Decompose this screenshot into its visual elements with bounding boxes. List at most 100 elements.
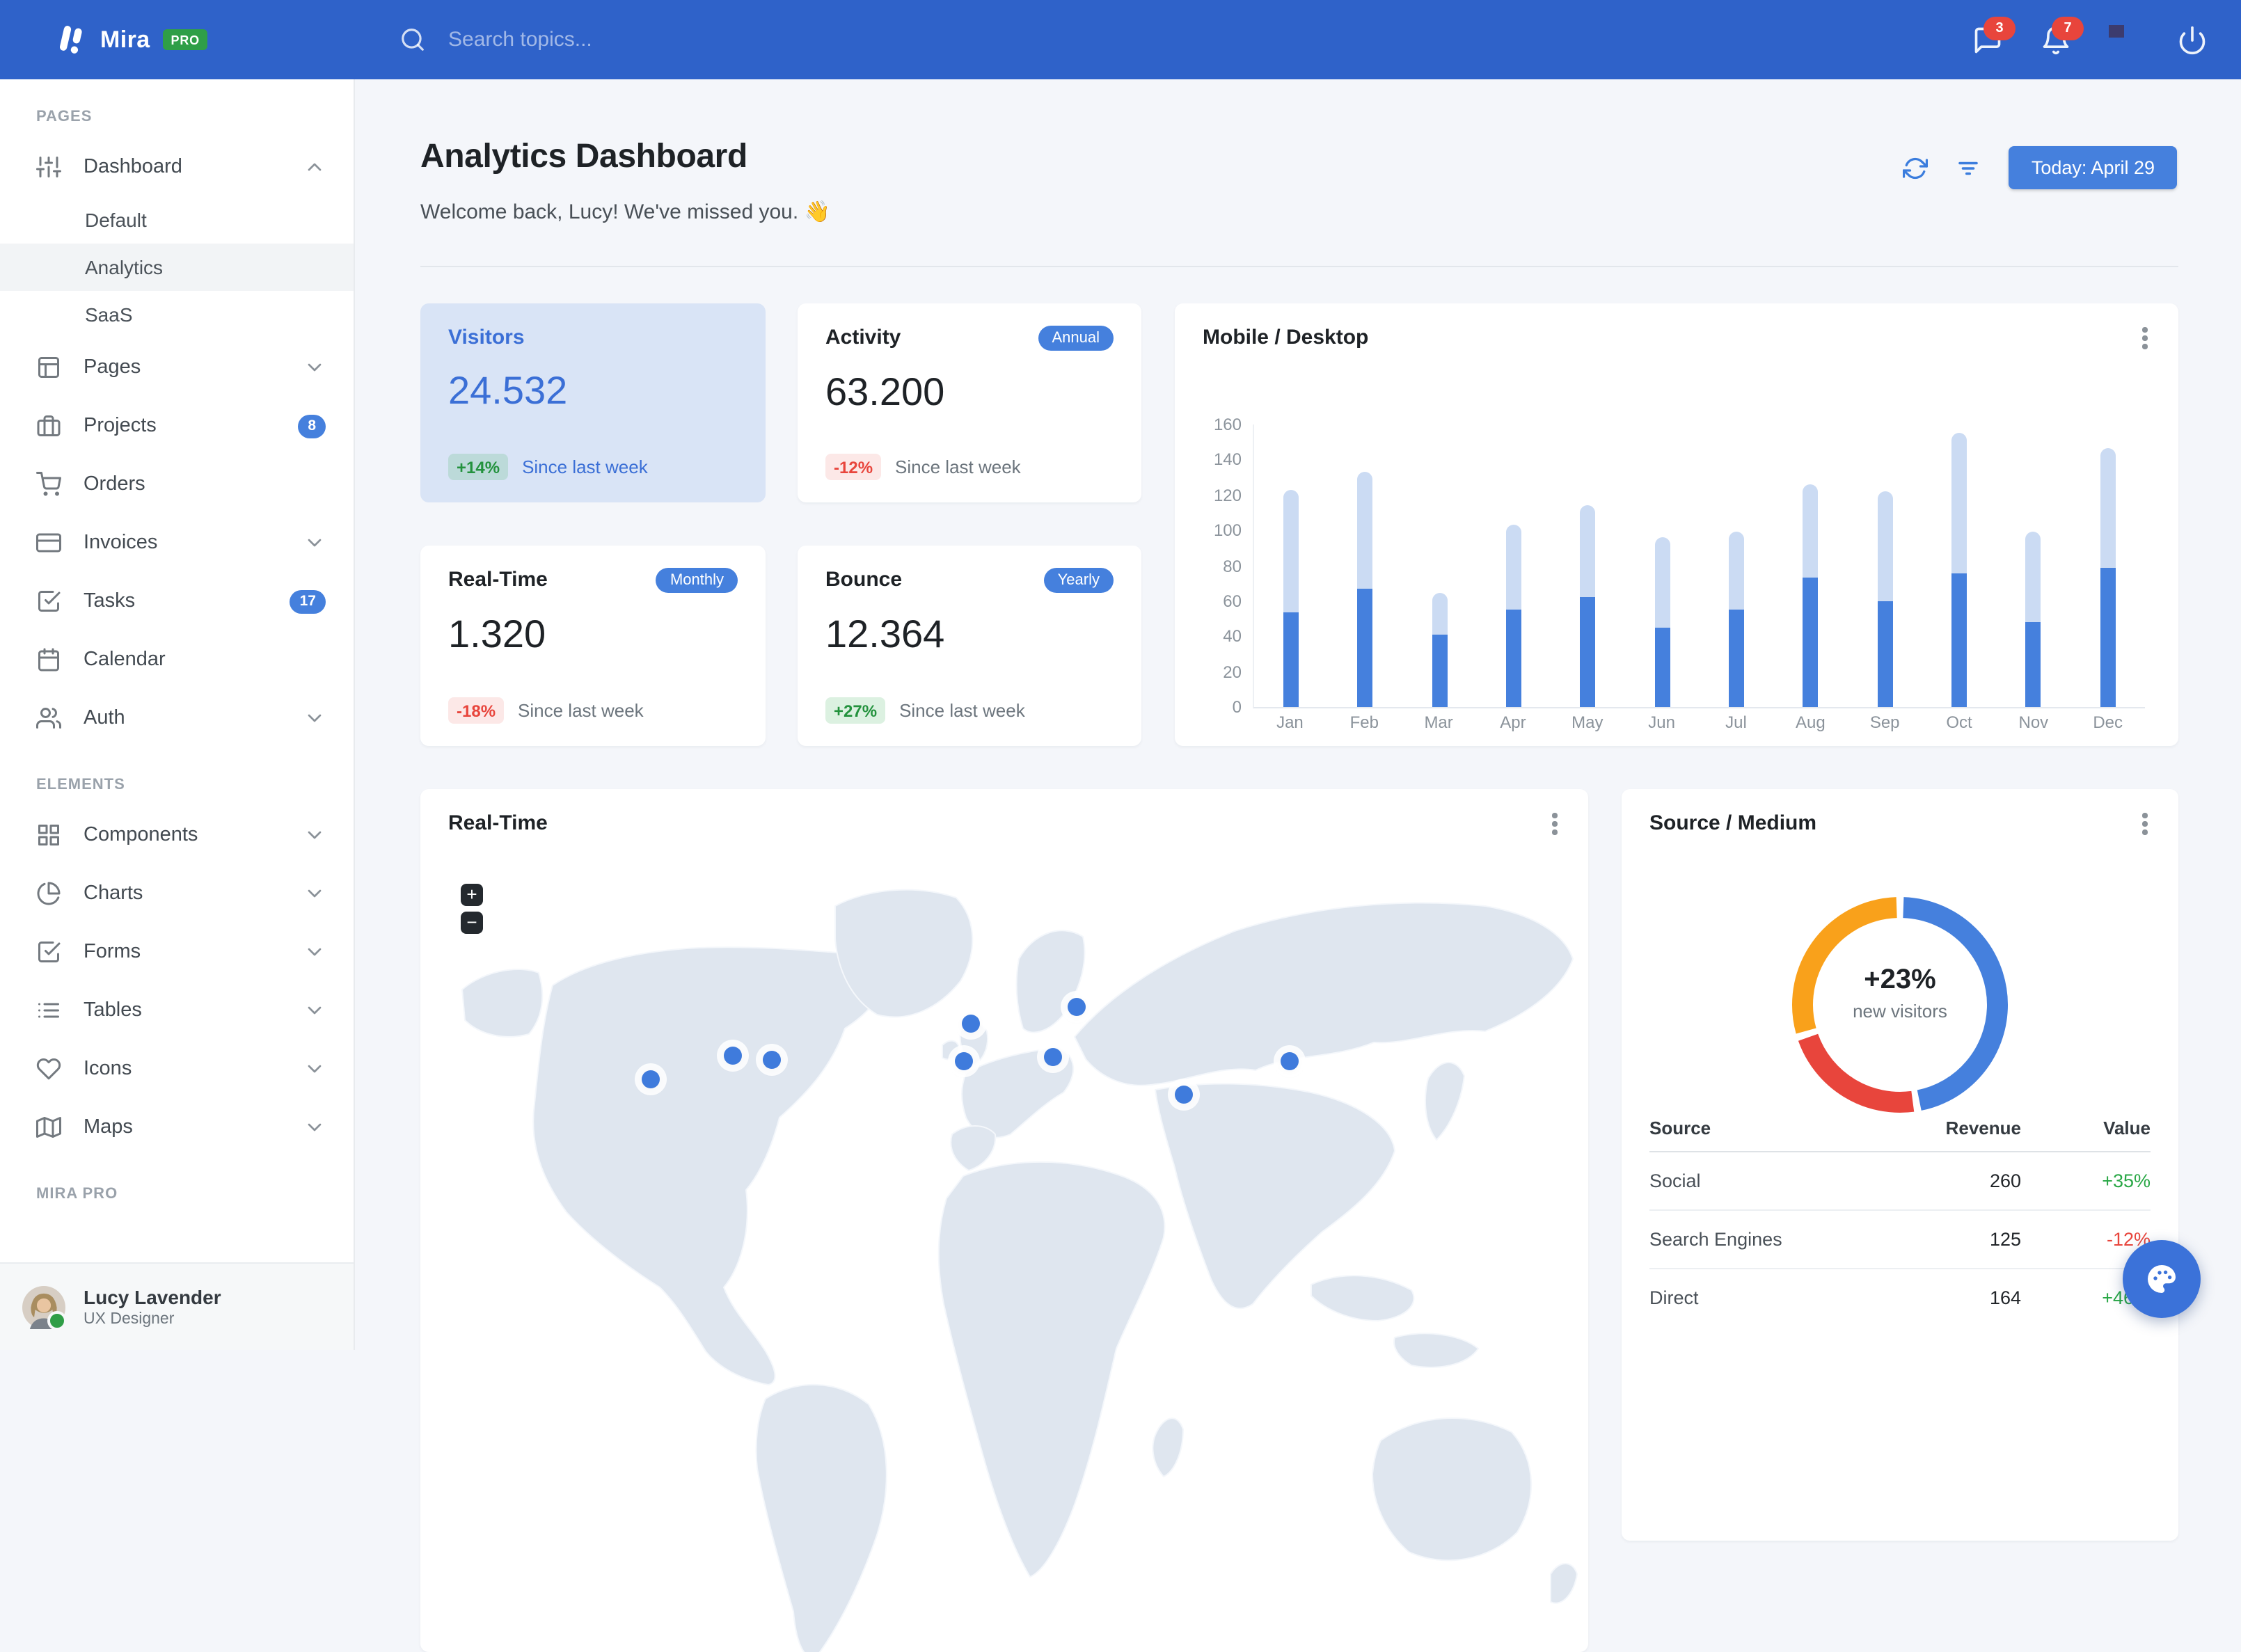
heart-icon xyxy=(36,1056,61,1081)
stat-card-real-time: Real-Time Monthly 1.320 -18% Since last week xyxy=(420,546,766,746)
sidebar-item-forms[interactable]: Forms xyxy=(0,923,354,981)
list-icon xyxy=(36,998,61,1023)
sidebar-item-auth[interactable]: Auth xyxy=(0,689,354,747)
x-axis-label: Oct xyxy=(1946,713,1972,732)
desktop-segment xyxy=(2025,532,2041,623)
refresh-button[interactable] xyxy=(1903,155,1929,180)
pie-chart-icon xyxy=(36,881,61,906)
stat-card-bounce: Bounce Yearly 12.364 +27% Since last week xyxy=(798,546,1141,746)
sidebar-item-projects[interactable]: Projects 8 xyxy=(0,397,354,455)
sidebar-item-label: Pages xyxy=(84,356,141,379)
mobile-segment xyxy=(1803,578,1819,707)
theme-settings-fab[interactable] xyxy=(2123,1240,2201,1318)
sidebar-item-label: Forms xyxy=(84,941,141,963)
chart-menu-button[interactable] xyxy=(2134,323,2156,354)
map-visitor-dot-1[interactable] xyxy=(641,1070,659,1088)
search-bar[interactable] xyxy=(399,26,1972,53)
layout-icon xyxy=(36,355,61,380)
credit-card-icon xyxy=(36,530,61,555)
stat-note: Since last week xyxy=(522,456,648,477)
notifications-button[interactable]: 7 xyxy=(2041,16,2084,55)
mobile-segment xyxy=(1432,634,1448,707)
stat-period-badge[interactable]: Yearly xyxy=(1043,568,1114,593)
sidebar-item-label: Auth xyxy=(84,707,125,729)
source-table-row-social: Social 260 +35% xyxy=(1649,1152,2151,1211)
map-zoom-out-button[interactable]: − xyxy=(461,912,483,934)
sidebar-item-tables[interactable]: Tables xyxy=(0,981,354,1040)
x-axis-label: Dec xyxy=(2093,713,2123,732)
mobile-segment xyxy=(1580,597,1596,707)
header-actions: Today: April 29 xyxy=(1903,146,2177,189)
donut-center-value: +23% xyxy=(1864,964,1936,995)
sign-out-button[interactable] xyxy=(2177,24,2208,55)
x-axis-label: Mar xyxy=(1424,713,1453,732)
map-visitor-dot-2[interactable] xyxy=(723,1046,741,1064)
chart-title: Mobile / Desktop xyxy=(1203,326,1369,349)
avatar xyxy=(22,1285,67,1330)
stat-card-visitors: Visitors 24.532 +14% Since last week xyxy=(420,303,766,502)
sidebar: PAGES Dashboard Default Analytics SaaS Pages P… xyxy=(0,79,355,1350)
x-axis-label: Jul xyxy=(1725,713,1747,732)
bar-column-oct xyxy=(1922,424,1997,707)
app: Mira PRO 3 7 PAGE xyxy=(0,0,2241,1350)
sidebar-item-maps[interactable]: Maps xyxy=(0,1098,354,1157)
world-map[interactable] xyxy=(420,825,1588,1652)
chevron-down-icon xyxy=(303,941,326,963)
bar-column-jan xyxy=(1254,424,1329,707)
bar-column-nov xyxy=(1997,424,2071,707)
sidebar-user[interactable]: Lucy Lavender UX Designer xyxy=(0,1262,354,1350)
header-divider xyxy=(420,266,2178,267)
map-visitor-dot-3[interactable] xyxy=(762,1050,780,1068)
x-axis-label: Apr xyxy=(1500,713,1526,732)
messages-button[interactable]: 3 xyxy=(1972,16,2016,55)
map-visitor-dot-5[interactable] xyxy=(954,1051,972,1070)
search-input[interactable] xyxy=(445,26,869,53)
bar-column-jun xyxy=(1625,424,1700,707)
check-square-icon xyxy=(36,589,61,614)
sidebar-subitem-saas[interactable]: SaaS xyxy=(85,303,133,326)
sidebar-subitem-analytics[interactable]: Analytics xyxy=(0,244,354,291)
map-title: Real-Time xyxy=(448,811,548,835)
desktop-segment xyxy=(1654,537,1670,628)
brand[interactable]: Mira PRO xyxy=(0,24,354,56)
map-visitor-dot-8[interactable] xyxy=(1174,1085,1192,1103)
map-visitor-dot-4[interactable] xyxy=(961,1014,979,1032)
map-visitor-dot-7[interactable] xyxy=(1067,997,1085,1015)
mira-logo-icon xyxy=(56,24,88,56)
calendar-icon xyxy=(36,647,61,672)
bar-column-apr xyxy=(1477,424,1551,707)
filter-button[interactable] xyxy=(1956,155,1981,180)
map-icon xyxy=(36,1115,61,1140)
sidebar-item-components[interactable]: Components xyxy=(0,806,354,864)
sidebar-subitem-default[interactable]: Default xyxy=(85,209,147,231)
language-button[interactable] xyxy=(2109,24,2139,55)
search-icon xyxy=(399,26,426,53)
sidebar-item-label: Tables xyxy=(84,999,142,1022)
donut-chart xyxy=(1782,887,2018,1123)
stat-note: Since last week xyxy=(895,456,1021,477)
source-menu-button[interactable] xyxy=(2134,809,2156,839)
sidebar-item-tasks[interactable]: Tasks 17 xyxy=(0,572,354,630)
sidebar-item-label: Maps xyxy=(84,1116,133,1138)
donut-center: +23% new visitors xyxy=(1622,964,2178,1022)
sidebar-item-orders[interactable]: Orders xyxy=(0,455,354,514)
map-menu-button[interactable] xyxy=(1544,809,1566,839)
map-zoom-in-button[interactable]: + xyxy=(461,884,483,906)
stat-period-badge[interactable]: Monthly xyxy=(656,568,738,593)
map-visitor-dot-6[interactable] xyxy=(1043,1047,1061,1065)
sidebar-item-pages[interactable]: Pages xyxy=(0,338,354,397)
mobile-segment xyxy=(2025,622,2041,707)
stat-period-badge[interactable]: Annual xyxy=(1038,326,1114,351)
sidebar-item-label: Orders xyxy=(84,473,145,495)
date-button[interactable]: Today: April 29 xyxy=(2009,146,2177,189)
x-axis-label: May xyxy=(1571,713,1603,732)
sidebar-item-invoices[interactable]: Invoices xyxy=(0,514,354,572)
welcome-message: Welcome back, Lucy! We've missed you. 👋 xyxy=(420,200,830,224)
pro-badge: PRO xyxy=(162,29,208,50)
sidebar-item-icons[interactable]: Icons xyxy=(0,1040,354,1098)
sidebar-item-charts[interactable]: Charts xyxy=(0,864,354,923)
sidebar-item-calendar[interactable]: Calendar xyxy=(0,630,354,689)
map-visitor-dot-9[interactable] xyxy=(1280,1051,1298,1070)
stat-note: Since last week xyxy=(899,700,1025,721)
sidebar-item-dashboard[interactable]: Dashboard xyxy=(0,138,354,196)
